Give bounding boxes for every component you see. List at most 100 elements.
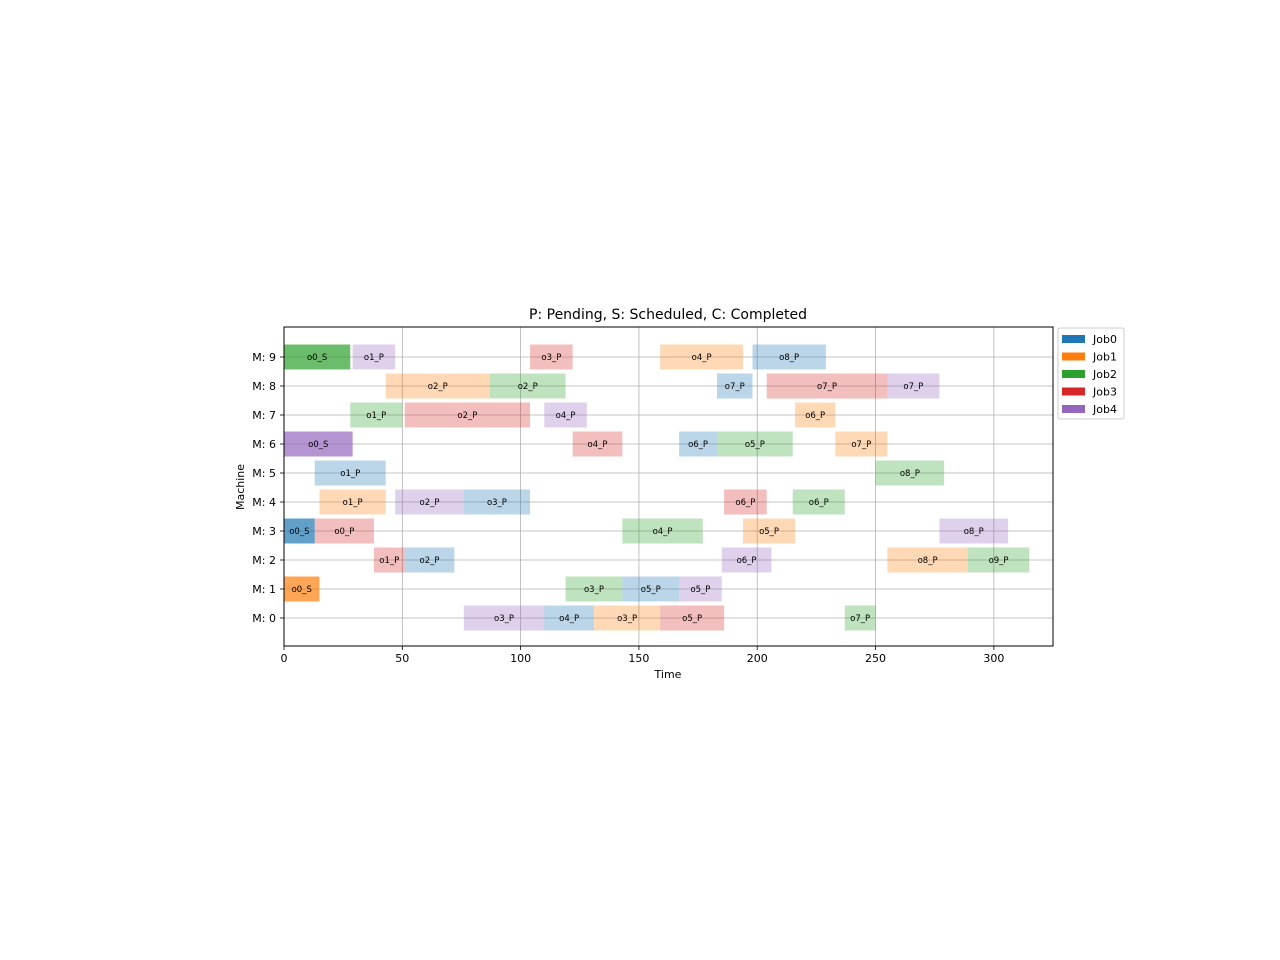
gantt-bar bbox=[660, 344, 744, 370]
gantt-bar-label: o1_P bbox=[340, 469, 360, 479]
gantt-bar-label: o5_P bbox=[759, 527, 779, 537]
gantt-bar-label: o6_P bbox=[805, 411, 825, 421]
gantt-bar-label: o4_P bbox=[559, 614, 579, 624]
gantt-bar-label: o3_P bbox=[617, 614, 637, 624]
x-axis: 0 50 100 150 200 250 300 bbox=[281, 646, 1004, 665]
chart-title: P: Pending, S: Scheduled, C: Completed bbox=[529, 307, 807, 323]
gantt-bar bbox=[967, 547, 1030, 573]
legend-entry: Job3 bbox=[1092, 386, 1117, 399]
gantt-bar bbox=[314, 460, 386, 486]
gantt-bar bbox=[622, 518, 703, 544]
y-tick-label: M: 2 bbox=[252, 554, 276, 567]
gantt-bar-label: o7_P bbox=[903, 382, 923, 392]
gantt-bar-label: o2_P bbox=[420, 556, 440, 566]
x-tick-label: 200 bbox=[747, 652, 768, 665]
gantt-bar-label: o3_P bbox=[487, 498, 507, 508]
gantt-bar-label: o3_P bbox=[584, 585, 604, 595]
gantt-bar-label: o1_P bbox=[366, 411, 386, 421]
gantt-bar-label: o3_P bbox=[541, 353, 561, 363]
gantt-bar bbox=[572, 431, 623, 457]
y-tick-label: M: 8 bbox=[252, 380, 276, 393]
legend-entry: Job1 bbox=[1092, 351, 1117, 364]
legend-swatch bbox=[1062, 335, 1085, 343]
gantt-bar bbox=[887, 547, 968, 573]
gantt-bar-label: o4_P bbox=[588, 440, 608, 450]
gantt-bar bbox=[530, 344, 573, 370]
gantt-bar-label: o0_S bbox=[289, 527, 309, 537]
gantt-bar bbox=[721, 547, 772, 573]
gantt-bar bbox=[350, 402, 403, 428]
gantt-bar bbox=[593, 605, 661, 631]
x-axis-label: Time bbox=[654, 668, 682, 681]
gantt-bar bbox=[284, 431, 353, 457]
gantt-bar-label: o2_P bbox=[428, 382, 448, 392]
gantt-bar bbox=[544, 402, 587, 428]
gantt-bar-label: o4_P bbox=[692, 353, 712, 363]
gantt-bar bbox=[385, 373, 490, 399]
y-tick-label: M: 9 bbox=[252, 351, 276, 364]
gantt-bar bbox=[373, 547, 405, 573]
gantt-bar-label: o1_P bbox=[379, 556, 399, 566]
plot-frame bbox=[283, 326, 1054, 647]
gantt-bar-label: o7_P bbox=[850, 614, 870, 624]
gantt-bar-label: o5_P bbox=[682, 614, 702, 624]
y-axis-label: Machine bbox=[234, 464, 247, 510]
legend-swatch bbox=[1062, 405, 1085, 413]
gantt-bar-label: o1_P bbox=[343, 498, 363, 508]
gantt-bar bbox=[752, 344, 826, 370]
y-tick-label: M: 7 bbox=[252, 409, 276, 422]
legend-entry: Job4 bbox=[1092, 403, 1117, 416]
y-tick-label: M: 4 bbox=[252, 496, 276, 509]
gantt-bar bbox=[766, 373, 888, 399]
gantt-bar bbox=[887, 373, 940, 399]
gantt-bar-label: o5_P bbox=[745, 440, 765, 450]
bars-layer: o0_S o1_P o3_P o4_P o8_P o2_P o2_P o7_P o7_P o7_P… bbox=[284, 344, 1030, 631]
gantt-bar bbox=[660, 605, 725, 631]
gantt-bar bbox=[319, 489, 386, 515]
gantt-bar-label: o3_P bbox=[494, 614, 514, 624]
gantt-bar bbox=[717, 431, 793, 457]
gantt-bar-label: o5_P bbox=[641, 585, 661, 595]
gantt-bar bbox=[395, 489, 464, 515]
gantt-bar-label: o6_P bbox=[737, 556, 757, 566]
gantt-bar-label: o8_P bbox=[964, 527, 984, 537]
gantt-bar-label: o2_P bbox=[518, 382, 538, 392]
legend-entry: Job2 bbox=[1092, 368, 1117, 381]
gantt-bar bbox=[565, 576, 623, 602]
legend-frame bbox=[1057, 327, 1125, 420]
gantt-bar bbox=[622, 576, 680, 602]
gantt-bar bbox=[724, 489, 767, 515]
gantt-bar-label: o9_P bbox=[989, 556, 1009, 566]
gantt-bar-label: o1_P bbox=[364, 353, 384, 363]
gantt-bar bbox=[489, 373, 566, 399]
gantt-bar bbox=[544, 605, 594, 631]
x-tick-label: 50 bbox=[395, 652, 409, 665]
gantt-bar bbox=[835, 431, 888, 457]
gantt-bar-label: o2_P bbox=[420, 498, 440, 508]
gantt-bar-label: o7_P bbox=[851, 440, 871, 450]
gantt-bar bbox=[939, 518, 1009, 544]
gantt-bar bbox=[792, 489, 845, 515]
gantt-bar-label: o7_P bbox=[817, 382, 837, 392]
gantt-bar-label: o8_P bbox=[779, 353, 799, 363]
gantt-bar-label: o6_P bbox=[809, 498, 829, 508]
gantt-bar bbox=[352, 344, 396, 370]
gantt-bar bbox=[404, 547, 455, 573]
x-tick-label: 150 bbox=[628, 652, 649, 665]
gantt-bar-label: o0_P bbox=[334, 527, 354, 537]
y-axis: M: 0 M: 1 M: 2 M: 3 M: 4 M: 5 M: 6 M: 7 M: 8 M: 9 bbox=[252, 351, 284, 625]
legend: Job0 Job1 Job2 Job3 Job4 bbox=[1057, 327, 1125, 420]
gantt-bar-label: o2_P bbox=[457, 411, 477, 421]
legend-swatch bbox=[1062, 387, 1085, 396]
gantt-bar bbox=[404, 402, 531, 428]
legend-swatch bbox=[1062, 370, 1085, 378]
y-tick-label: M: 1 bbox=[252, 583, 276, 596]
gantt-bar-label: o6_P bbox=[735, 498, 755, 508]
gantt-bar-label: o4_P bbox=[556, 411, 576, 421]
gantt-bar bbox=[284, 576, 320, 602]
y-tick-label: M: 0 bbox=[252, 612, 276, 625]
gantt-bar bbox=[314, 518, 374, 544]
y-tick-label: M: 3 bbox=[252, 525, 276, 538]
gantt-bar-label: o8_P bbox=[918, 556, 938, 566]
